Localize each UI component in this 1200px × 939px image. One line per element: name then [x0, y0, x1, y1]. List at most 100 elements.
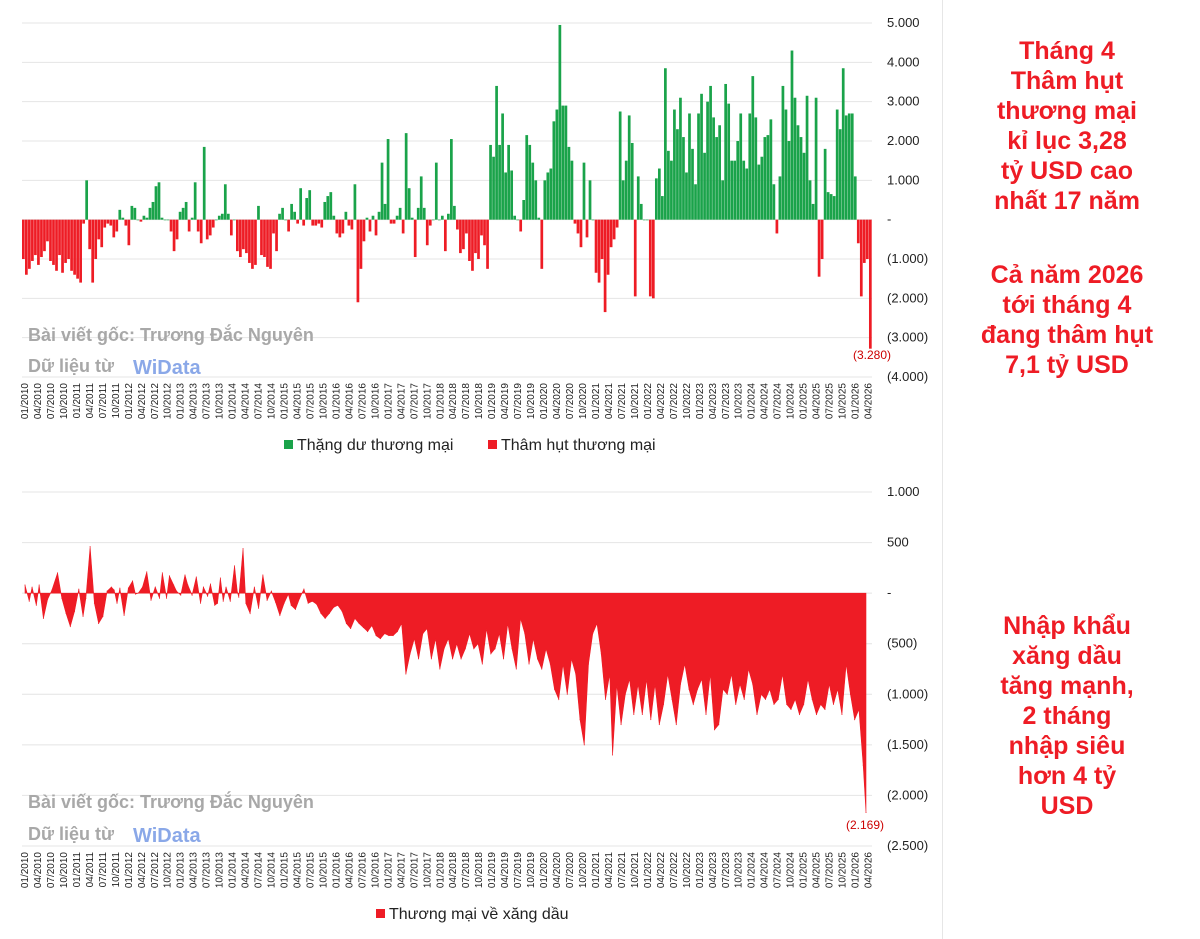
surplus-bar	[667, 150, 670, 220]
fuel-data-point	[743, 698, 745, 700]
fuel-data-point	[752, 683, 754, 685]
fuel-data-point	[824, 708, 826, 710]
surplus-bar	[736, 141, 740, 220]
fuel-data-point	[418, 658, 420, 660]
deficit-bar	[103, 219, 107, 228]
deficit-bar	[600, 219, 604, 259]
deficit-bar	[82, 219, 85, 224]
fuel-data-point	[503, 658, 505, 660]
surplus-bar	[829, 194, 833, 220]
x-tick-label: 07/2023	[721, 852, 732, 889]
surplus-bar	[323, 201, 327, 220]
deficit-bar	[633, 219, 637, 297]
deficit-bar	[199, 219, 203, 244]
x-tick-label: 07/2024	[773, 852, 784, 889]
surplus-bar	[157, 182, 161, 220]
fuel-data-point	[207, 595, 209, 597]
surplus-bar	[793, 97, 797, 220]
deficit-bar	[254, 219, 257, 265]
surplus-bar	[766, 135, 770, 220]
surplus-bar	[636, 176, 640, 220]
surplus-bar	[718, 125, 721, 220]
deficit-bar	[52, 219, 55, 265]
surplus-bar	[844, 115, 848, 220]
fuel-data-point	[113, 589, 115, 591]
x-tick-label: 10/2011	[111, 852, 122, 888]
x-tick-label: 07/2021	[617, 383, 628, 420]
fuel-data-point	[650, 719, 652, 721]
surplus-bar	[805, 95, 809, 220]
legend-label-deficit: Thâm hụt thương mại	[501, 437, 656, 454]
fuel-data-point	[663, 703, 665, 705]
x-tick-label: 07/2010	[46, 852, 57, 889]
fuel-data-point	[654, 683, 656, 685]
fuel-data-point	[116, 602, 118, 604]
x-tick-label: 07/2021	[617, 852, 628, 889]
deficit-bar	[868, 219, 872, 349]
x-tick-label: 04/2023	[708, 852, 719, 889]
x-tick-label: 10/2013	[215, 383, 226, 420]
fuel-data-point	[119, 587, 121, 589]
watermark-source-top: Dữ liệu từ	[28, 356, 115, 376]
x-tick-label: 10/2012	[163, 852, 174, 889]
fuel-data-point	[477, 643, 479, 645]
deficit-bar	[236, 219, 239, 252]
deficit-bar	[187, 219, 191, 232]
deficit-bar	[865, 219, 869, 259]
fuel-data-point	[430, 658, 432, 660]
fuel-data-point	[266, 599, 268, 601]
fuel-data-point	[511, 648, 513, 650]
x-tick-label: 04/2017	[396, 852, 407, 889]
deficit-bar	[248, 219, 251, 263]
fuel-data-point	[422, 633, 424, 635]
surplus-bar	[664, 68, 667, 220]
fuel-data-point	[671, 698, 673, 700]
x-tick-label: 10/2018	[474, 383, 485, 420]
surplus-bar	[142, 215, 146, 220]
y-tick-label: (1.000)	[887, 251, 928, 266]
deficit-bar	[239, 219, 242, 258]
surplus-bar	[850, 113, 854, 220]
fuel-data-point	[731, 673, 732, 675]
x-tick-label: 10/2011	[111, 383, 122, 419]
side-note-line: hơn 4 tỷ	[1017, 762, 1117, 790]
deficit-bar	[459, 219, 462, 254]
deficit-bar	[208, 219, 212, 236]
fuel-data-point	[820, 703, 822, 705]
surplus-bar	[133, 207, 137, 220]
deficit-bar	[94, 219, 98, 259]
x-tick-label: 10/2025	[838, 852, 849, 889]
surplus-bar	[721, 180, 724, 220]
y-tick-label: (1.000)	[887, 686, 928, 701]
x-tick-label: 01/2014	[228, 852, 239, 889]
x-tick-label: 07/2018	[461, 383, 472, 420]
deficit-bar	[859, 219, 863, 297]
surplus-bar	[778, 176, 782, 220]
fuel-data-point	[392, 635, 394, 637]
fuel-data-point	[345, 622, 347, 624]
surplus-bar	[853, 176, 857, 220]
x-tick-label: 10/2024	[786, 852, 797, 889]
surplus-bar	[712, 117, 715, 220]
surplus-bar	[278, 213, 281, 220]
x-tick-label: 07/2013	[202, 383, 213, 420]
x-tick-label: 01/2019	[487, 852, 498, 889]
deficit-bar	[112, 219, 116, 238]
deficit-bar	[22, 219, 25, 259]
surplus-bar	[814, 97, 818, 220]
x-tick-label: 10/2013	[215, 852, 226, 889]
fuel-data-point	[633, 714, 635, 716]
fuel-data-point	[159, 597, 160, 599]
fuel-data-point	[405, 673, 407, 675]
fuel-data-point	[637, 683, 639, 685]
x-tick-label: 10/2019	[526, 383, 537, 420]
x-tick-label: 01/2014	[228, 383, 239, 420]
surplus-bar	[588, 180, 592, 220]
deficit-bar	[335, 219, 339, 234]
fuel-data-point	[61, 597, 63, 599]
fuel-data-point	[225, 586, 227, 588]
deficit-bar	[100, 219, 104, 248]
x-tick-label: 07/2017	[409, 383, 420, 420]
fuel-data-point	[375, 635, 377, 637]
fuel-data-point	[862, 764, 864, 766]
